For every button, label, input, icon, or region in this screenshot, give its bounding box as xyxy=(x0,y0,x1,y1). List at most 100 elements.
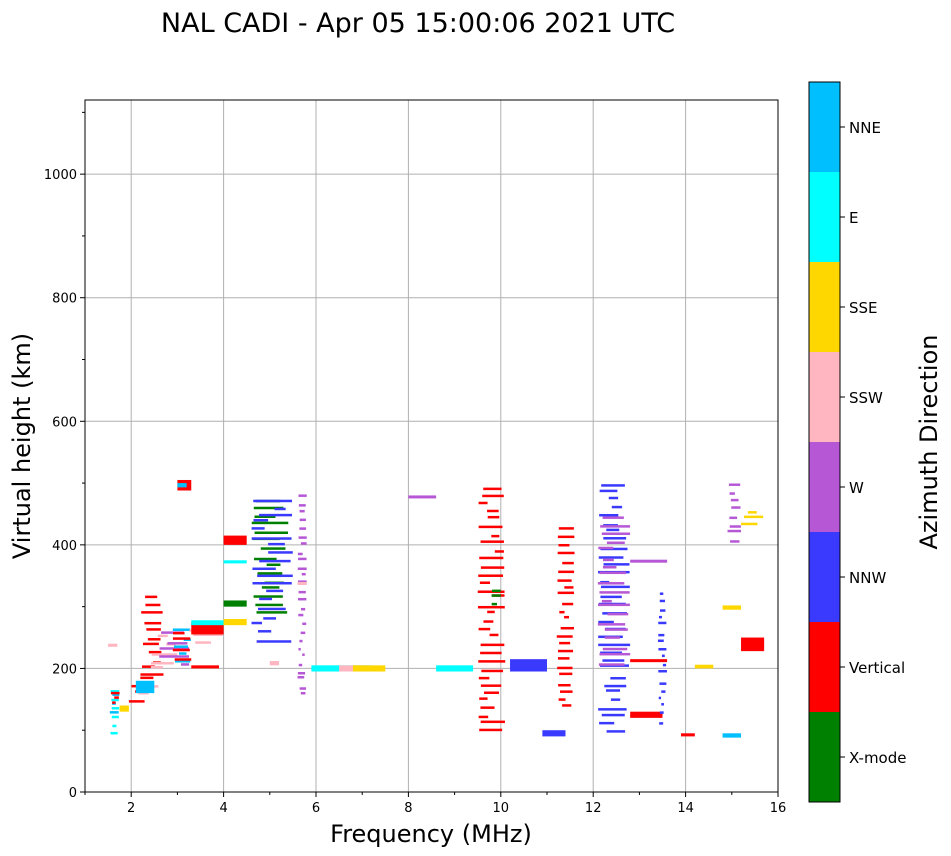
echo-segment xyxy=(658,648,667,651)
echo-segment xyxy=(268,542,285,546)
echo-segment xyxy=(254,515,276,518)
echo-segment xyxy=(257,607,286,611)
echo-segment xyxy=(298,590,306,594)
echo-segment xyxy=(300,631,306,635)
echo-segment xyxy=(151,653,178,656)
echo-segment xyxy=(480,706,495,709)
x-tick-label: 16 xyxy=(770,801,787,816)
colorbar-tick-label: Vertical xyxy=(849,659,905,677)
echo-segment xyxy=(110,731,118,735)
echo-segment xyxy=(111,698,119,702)
colorbar-tick-label: NNE xyxy=(849,119,881,137)
echo-segment xyxy=(108,643,118,647)
echo-segment xyxy=(659,682,667,685)
echo-segment xyxy=(480,566,505,569)
echo-segment xyxy=(602,647,628,651)
echo-segment xyxy=(259,559,291,563)
echo-segment xyxy=(562,704,572,707)
x-tick-label: 4 xyxy=(219,801,227,816)
echo-segment xyxy=(261,586,280,589)
echo-segment xyxy=(253,595,283,598)
echo-segment xyxy=(150,666,163,669)
echo-segment xyxy=(491,594,501,597)
echo-segment xyxy=(484,691,499,694)
echo-segment xyxy=(558,527,574,530)
chart-title: NAL CADI - Apr 05 15:00:06 2021 UTC xyxy=(161,8,675,39)
echo-segment xyxy=(251,521,289,525)
echo-segment xyxy=(119,705,129,712)
echo-segment xyxy=(140,673,164,676)
echo-segment xyxy=(257,572,283,575)
echo-segment xyxy=(480,651,502,655)
echo-segment xyxy=(557,551,575,555)
grid xyxy=(85,100,778,792)
echo-segment xyxy=(564,586,574,589)
echo-segment xyxy=(658,633,665,637)
echo-segment xyxy=(479,728,503,732)
echo-segment xyxy=(480,720,505,724)
echo-segment xyxy=(478,676,490,680)
echo-segment xyxy=(598,556,624,559)
echo-segment xyxy=(478,574,504,577)
echo-segment xyxy=(564,615,570,619)
echo-segment xyxy=(603,537,627,540)
y-tick-label: 0 xyxy=(69,786,77,801)
echo-segment xyxy=(559,690,573,693)
echo-segment xyxy=(128,700,145,703)
y-tick-label: 600 xyxy=(52,415,77,430)
echo-segment xyxy=(731,506,741,509)
echo-segment xyxy=(299,687,307,690)
echo-segment xyxy=(259,597,272,601)
echo-segment xyxy=(729,492,735,495)
echo-segment xyxy=(557,591,574,595)
x-tick-label: 10 xyxy=(493,801,510,816)
echo-segment xyxy=(599,652,631,656)
echo-segment xyxy=(297,672,306,675)
echo-segment xyxy=(298,494,307,497)
echo-segment xyxy=(741,637,765,652)
echo-segment xyxy=(599,489,618,493)
echo-segment xyxy=(680,733,695,737)
echo-segment xyxy=(174,658,192,661)
echo-segment xyxy=(558,698,566,701)
echo-segment xyxy=(301,572,306,576)
echo-segment xyxy=(659,592,664,595)
colorbar-tick-label: W xyxy=(849,479,864,497)
y-tick-label: 200 xyxy=(52,662,77,677)
colorbar-frame xyxy=(808,81,841,803)
x-tick-label: 6 xyxy=(312,801,320,816)
echo-segment xyxy=(172,637,191,640)
echo-segment xyxy=(606,541,625,545)
echo-segment xyxy=(110,691,120,695)
echo-segment xyxy=(148,650,162,654)
echo-segment xyxy=(694,664,714,669)
echo-segment xyxy=(558,570,575,574)
echo-segment xyxy=(480,643,505,647)
echo-segment xyxy=(481,669,504,673)
echo-segment xyxy=(408,495,437,499)
echo-segment xyxy=(494,550,504,553)
echo-segment xyxy=(297,675,305,679)
colorbar-label: Azimuth Direction xyxy=(915,335,943,550)
echo-segment xyxy=(297,552,303,556)
echo-segment xyxy=(252,581,292,585)
echo-segment xyxy=(722,733,742,738)
echo-segment xyxy=(606,730,626,733)
echo-segment xyxy=(257,630,272,633)
echo-traces xyxy=(108,479,765,738)
echo-segment xyxy=(478,660,506,663)
echo-segment xyxy=(601,532,631,535)
echo-segment xyxy=(114,696,119,699)
x-tick-label: 8 xyxy=(404,801,412,816)
echo-segment xyxy=(608,496,619,500)
echo-segment xyxy=(195,641,211,644)
echo-segment xyxy=(112,693,120,696)
echo-segment xyxy=(256,640,292,643)
echo-segment xyxy=(298,504,306,507)
echo-segment xyxy=(557,535,575,539)
echo-segment xyxy=(557,666,573,670)
echo-segment xyxy=(598,620,614,624)
echo-segment xyxy=(491,534,500,538)
echo-segment xyxy=(175,660,191,663)
echo-segment xyxy=(263,617,276,620)
